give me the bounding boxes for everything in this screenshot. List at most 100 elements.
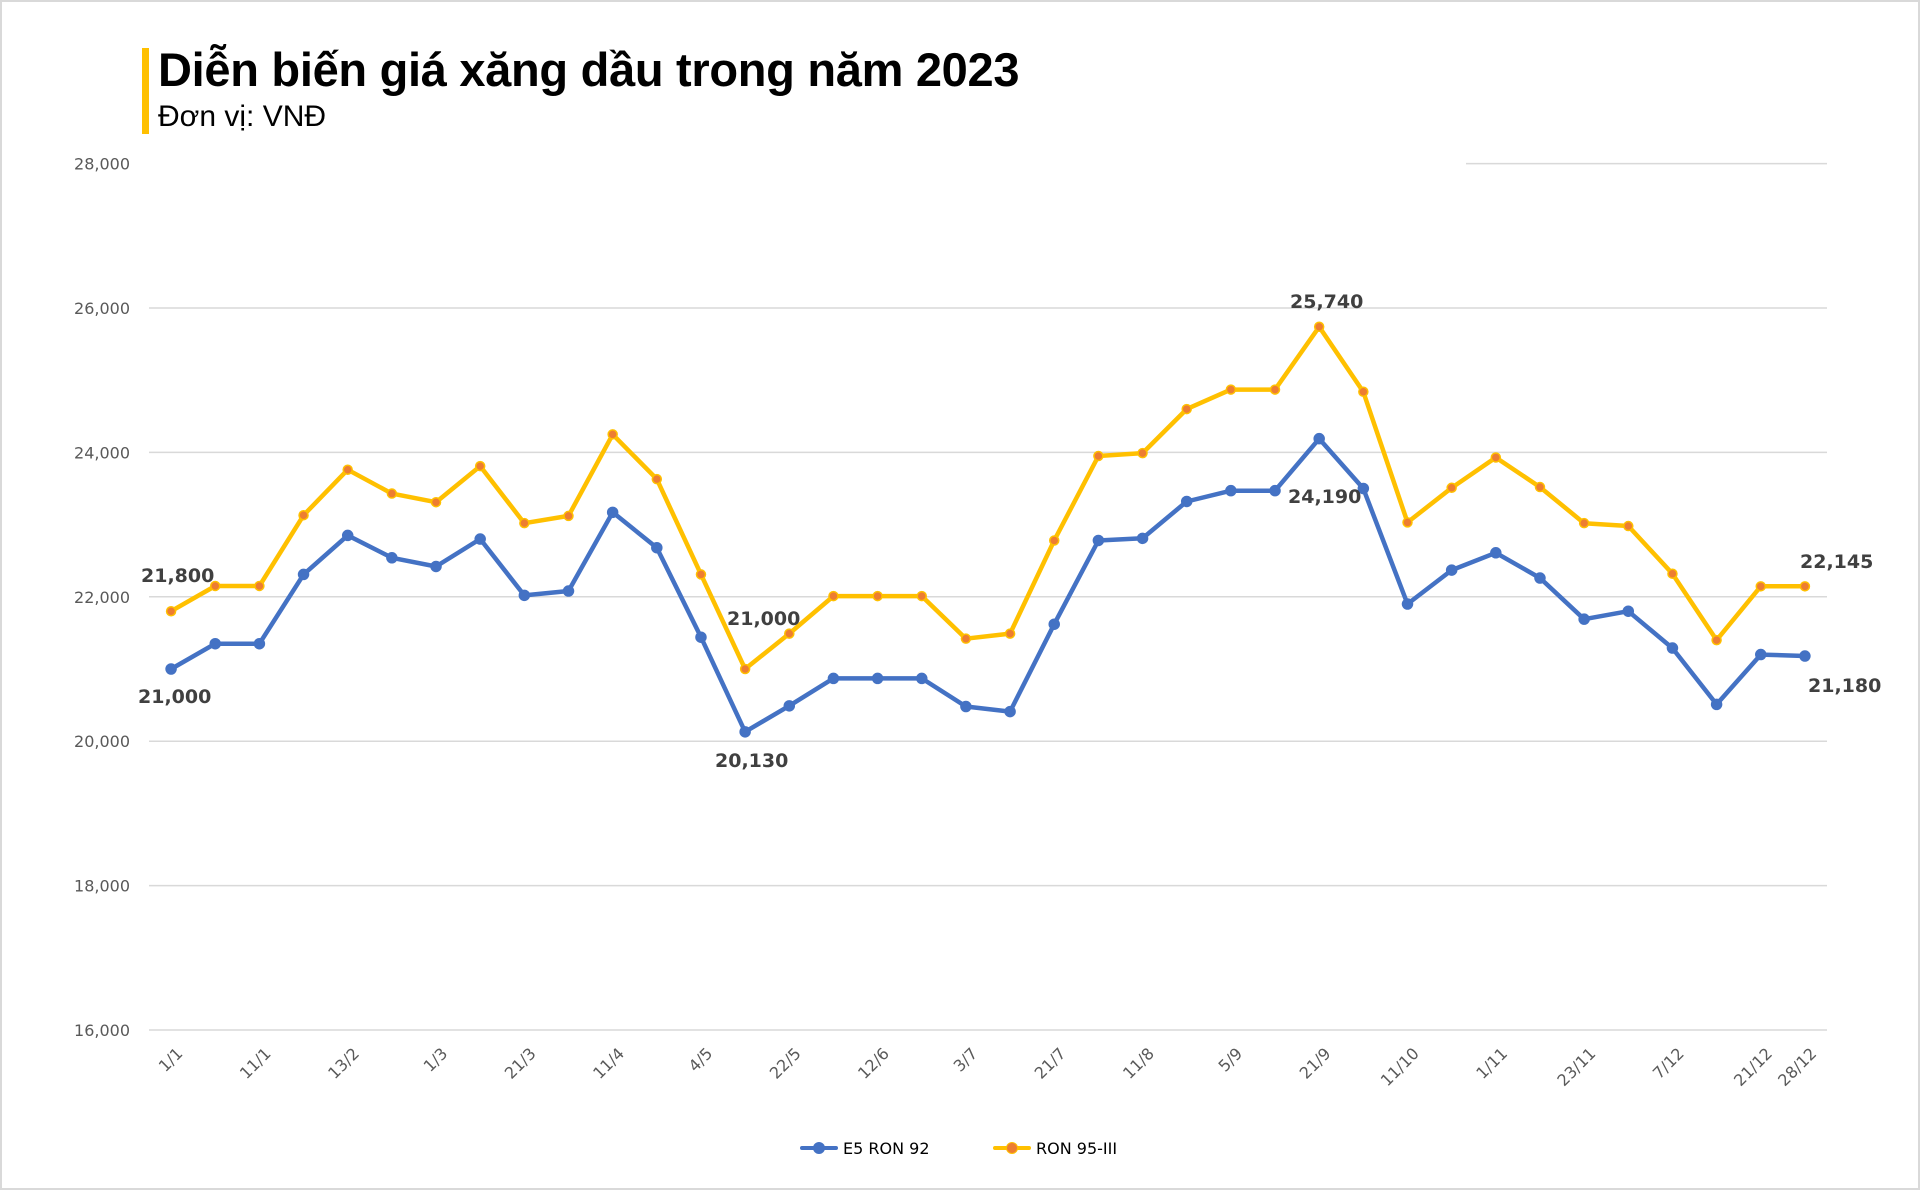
legend-line-icon (993, 1143, 1031, 1153)
data-point-marker (1225, 484, 1237, 497)
chart-subtitle: Đơn vị: VNĐ (158, 100, 327, 133)
data-point-marker (562, 585, 575, 597)
data-point-marker (209, 637, 221, 650)
data-point-marker (1623, 520, 1634, 532)
legend-line-icon (800, 1143, 838, 1153)
chart-title: Diễn biến giá xăng dầu trong năm 2023 (158, 43, 1020, 96)
data-point-marker (783, 700, 796, 712)
x-tick-label: 28/12 (1774, 1044, 1820, 1090)
data-point-marker (1710, 698, 1723, 711)
data-point-marker (1048, 618, 1060, 630)
legend-marker-icon (814, 1143, 824, 1153)
x-tick-label: 13/2 (324, 1044, 363, 1083)
data-point-marker (518, 589, 531, 602)
data-point-marker (960, 700, 972, 713)
legend-item-ron95: RON 95-III (993, 1134, 1117, 1162)
data-point-marker (1357, 482, 1370, 495)
data-point-marker (607, 429, 618, 440)
data-point-marker (827, 672, 840, 685)
data-label: 21,000 (138, 686, 211, 708)
data-label: 21,800 (141, 565, 214, 587)
x-tick-label: 21/3 (501, 1044, 540, 1083)
data-series (165, 321, 1811, 738)
data-point-marker (254, 580, 265, 592)
data-point-marker (916, 590, 928, 602)
data-point-marker (1269, 384, 1281, 395)
data-point-marker (695, 569, 707, 580)
data-point-marker (1048, 535, 1060, 546)
data-point-marker (739, 726, 751, 738)
legend-item-e5-ron92: E5 RON 92 (800, 1134, 930, 1162)
data-label: 24,190 (1288, 486, 1361, 508)
y-tick-label: 24,000 (74, 443, 130, 462)
data-point-marker (695, 631, 707, 643)
series-line-ron95-iii (168, 324, 1808, 672)
series-line-e5-ron92 (168, 436, 1808, 735)
data-point-marker (386, 488, 398, 499)
data-point-marker (342, 464, 353, 475)
x-tick-label: 11/10 (1377, 1044, 1423, 1090)
data-point-marker (341, 529, 354, 542)
x-tick-label: 3/7 (950, 1044, 982, 1076)
data-point-marker (828, 590, 839, 602)
data-point-marker (1534, 572, 1546, 584)
data-point-marker (1313, 432, 1325, 445)
y-tick-label: 20,000 (74, 732, 130, 751)
data-point-marker (1534, 481, 1546, 493)
data-point-marker (1181, 403, 1192, 415)
data-point-marker (1578, 613, 1590, 625)
data-point-marker (474, 460, 486, 472)
data-label: 20,130 (715, 750, 788, 772)
data-point-marker (1622, 605, 1635, 617)
y-tick-label: 22,000 (74, 588, 130, 607)
data-point-marker (606, 506, 619, 519)
data-point-marker (1004, 628, 1016, 639)
data-point-marker (386, 552, 398, 564)
x-axis-labels: 1/1 11/1 13/2 1/3 21/3 11/4 4/5 22/5 12/6 3/7 21/7… (155, 1044, 1820, 1090)
x-tick-label: 1/3 (420, 1044, 452, 1076)
data-point-marker (1137, 447, 1148, 459)
data-point-marker (1358, 386, 1369, 398)
data-point-marker (209, 580, 221, 592)
x-tick-label: 4/5 (685, 1044, 717, 1076)
data-point-marker (1666, 642, 1679, 654)
title-accent-bar (142, 48, 149, 134)
x-tick-label: 1/1 (155, 1044, 187, 1076)
data-point-marker (1401, 598, 1414, 610)
data-point-marker (872, 590, 883, 602)
data-point-marker (165, 605, 177, 617)
x-tick-label: 5/9 (1215, 1044, 1247, 1076)
x-tick-label: 11/8 (1119, 1044, 1158, 1083)
x-tick-label: 1/11 (1472, 1044, 1511, 1083)
data-point-marker (1799, 650, 1811, 662)
data-label: 21,180 (1808, 675, 1881, 697)
x-tick-label: 21/12 (1730, 1044, 1776, 1090)
data-point-marker (1711, 634, 1722, 646)
data-point-marker (1225, 384, 1237, 395)
data-point-marker (651, 541, 663, 554)
y-tick-label: 26,000 (74, 299, 130, 318)
legend-marker-icon (1007, 1143, 1017, 1153)
data-point-marker (563, 510, 574, 522)
data-point-marker (430, 496, 442, 508)
x-tick-label: 21/9 (1296, 1044, 1335, 1083)
y-axis-labels: 16,000 18,000 20,000 22,000 24,000 26,000 28,0… (74, 155, 130, 1040)
data-point-marker (298, 509, 309, 521)
x-tick-label: 21/7 (1031, 1044, 1070, 1083)
legend-label: RON 95-III (1036, 1138, 1118, 1158)
data-label: 22,145 (1800, 551, 1873, 573)
data-point-marker (165, 663, 177, 675)
y-tick-label: 28,000 (74, 155, 130, 174)
data-point-marker (1313, 321, 1325, 333)
x-tick-label: 12/6 (854, 1044, 893, 1083)
data-point-marker (253, 637, 266, 650)
data-point-marker (519, 517, 530, 529)
data-point-marker (1490, 452, 1502, 463)
x-tick-label: 11/4 (589, 1044, 628, 1083)
data-point-marker (784, 628, 795, 639)
data-point-marker (739, 663, 751, 675)
data-point-marker (651, 473, 663, 485)
data-point-marker (1578, 517, 1590, 529)
